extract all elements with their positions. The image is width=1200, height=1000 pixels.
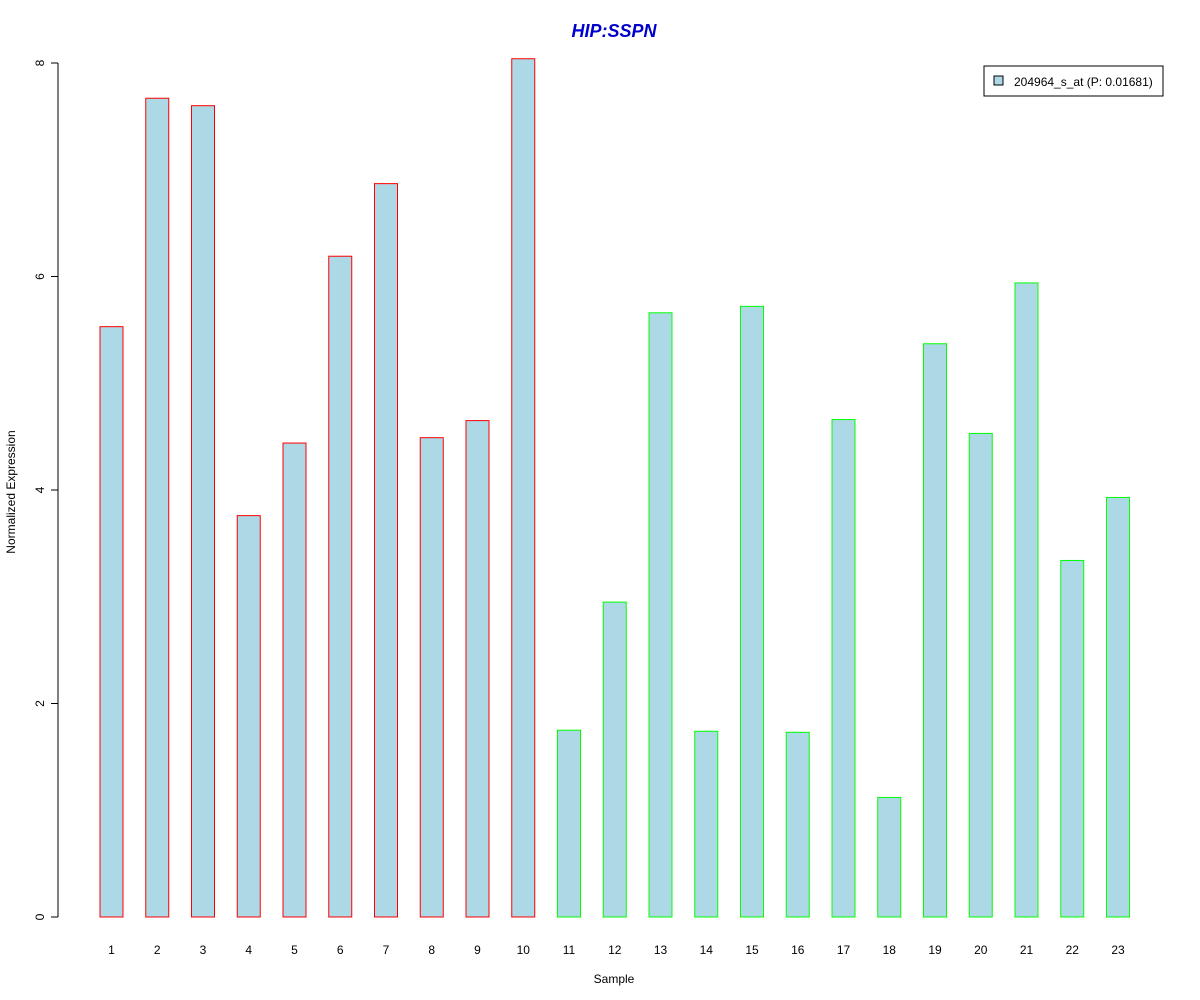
x-tick-label: 15	[745, 943, 759, 957]
x-tick-label: 19	[928, 943, 942, 957]
x-tick-label: 2	[154, 943, 161, 957]
bar-sample-23	[1106, 496, 1130, 918]
x-tick-label: 13	[654, 943, 668, 957]
y-axis: 0 2 4 6 8	[33, 59, 59, 920]
x-tick-label: 20	[974, 943, 988, 957]
bar-sample-18	[877, 796, 902, 918]
x-tick-label: 14	[700, 943, 714, 957]
x-tick-label: 6	[337, 943, 344, 957]
bars	[99, 58, 1130, 918]
legend: 204964_s_at (P: 0.01681)	[983, 65, 1164, 97]
bar-sample-21	[1014, 282, 1039, 918]
x-tick-label: 22	[1066, 943, 1080, 957]
x-tick-label: 5	[291, 943, 298, 957]
y-tick-label: 4	[33, 486, 47, 493]
bar-sample-1	[99, 326, 124, 918]
bar-sample-22	[1060, 559, 1085, 918]
x-tick-label: 21	[1020, 943, 1034, 957]
bar-sample-2	[145, 97, 170, 918]
bar-sample-14	[694, 730, 719, 918]
y-tick-label: 2	[33, 700, 47, 707]
legend-swatch	[993, 75, 1004, 86]
bar-sample-9	[465, 420, 490, 918]
bar-sample-6	[328, 255, 353, 918]
bar-sample-11	[557, 729, 581, 918]
bar-sample-13	[648, 312, 673, 918]
x-tick-label: 10	[517, 943, 531, 957]
x-tick-label: 12	[608, 943, 622, 957]
bar-sample-4	[236, 515, 261, 918]
bar-sample-8	[419, 437, 444, 918]
y-axis-label: Normalized Expression	[4, 430, 18, 553]
legend-box	[983, 65, 1164, 97]
x-tick-label: 8	[428, 943, 435, 957]
bar-sample-5	[282, 442, 307, 918]
x-tick-label: 4	[245, 943, 252, 957]
x-tick-label: 11	[563, 943, 576, 957]
bar-sample-3	[191, 105, 215, 918]
y-tick-label: 8	[33, 59, 47, 66]
x-axis-tick-labels: 1 2 3 4 5 6 7 8 9 10 11 12 13 14 15 16 17 18 19 20 21 22 23	[108, 943, 1125, 957]
x-tick-label: 3	[200, 943, 207, 957]
bar-sample-20	[968, 432, 993, 918]
bar-sample-7	[374, 183, 398, 918]
bar-sample-16	[785, 731, 810, 918]
y-tick-label: 0	[33, 913, 47, 920]
y-tick-label: 6	[33, 273, 47, 280]
bar-sample-15	[740, 305, 764, 918]
x-tick-label: 17	[837, 943, 851, 957]
x-tick-label: 23	[1111, 943, 1125, 957]
x-axis-label: Sample	[594, 972, 635, 986]
x-tick-label: 7	[383, 943, 390, 957]
bar-sample-17	[831, 419, 856, 918]
bar-sample-12	[602, 601, 627, 918]
chart-title: HIP:SSPN	[571, 21, 657, 41]
x-tick-label: 1	[108, 943, 115, 957]
x-tick-label: 9	[474, 943, 481, 957]
legend-entry: 204964_s_at (P: 0.01681)	[1014, 75, 1153, 89]
bar-sample-10	[511, 58, 536, 918]
bar-sample-19	[923, 343, 947, 918]
x-tick-label: 16	[791, 943, 805, 957]
x-tick-label: 18	[883, 943, 897, 957]
